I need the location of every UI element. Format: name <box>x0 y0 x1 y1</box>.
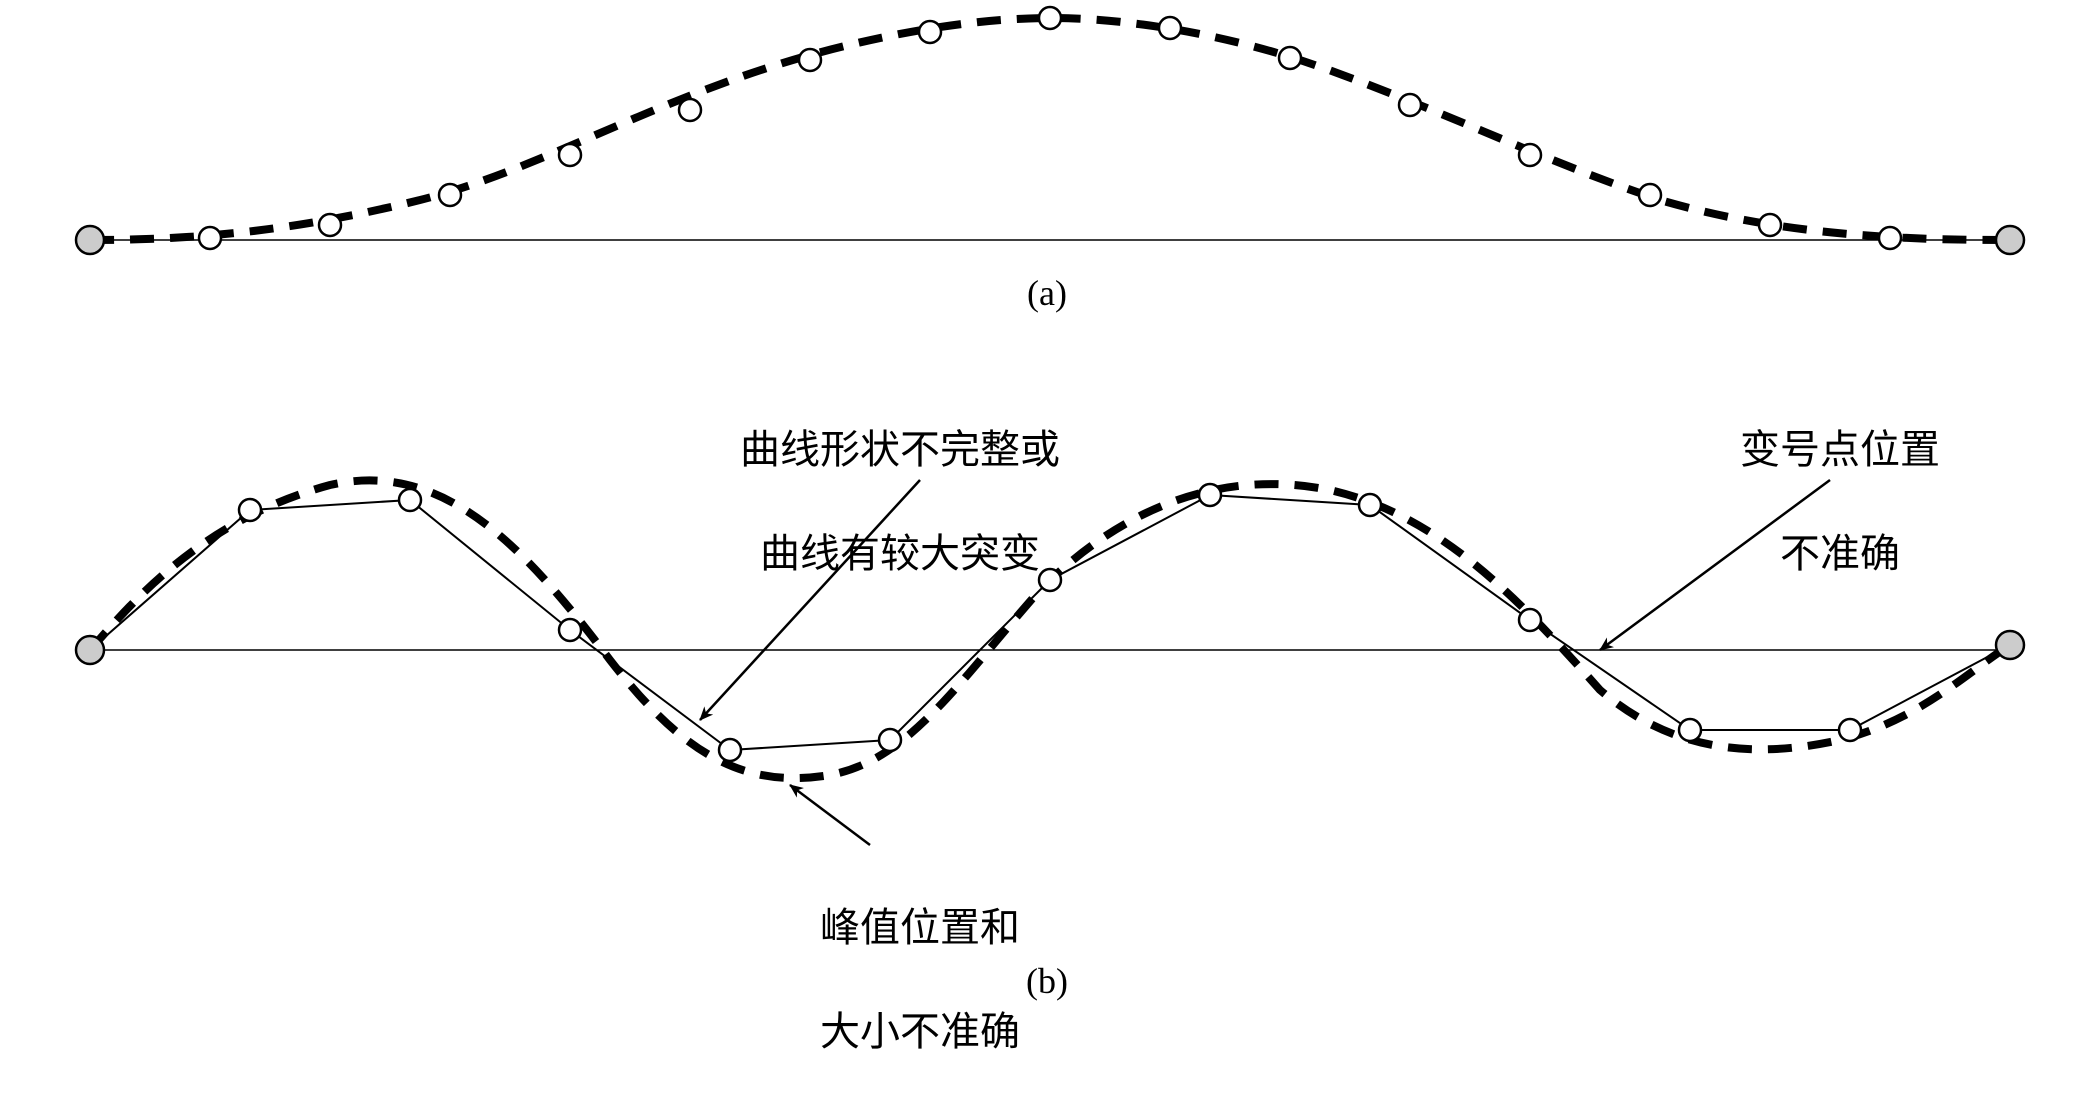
annot-line: 曲线有较大突变 <box>760 531 1040 576</box>
sample-marker <box>719 739 741 761</box>
endpoint-marker <box>1996 631 2024 659</box>
sample-marker <box>1519 144 1541 166</box>
panel-a: (a) <box>0 0 2094 320</box>
annot-sign-change: 变号点位置 不准确 <box>1700 372 1940 632</box>
sample-marker <box>559 619 581 641</box>
sample-marker <box>1399 94 1421 116</box>
sample-marker <box>1279 47 1301 69</box>
annot-line: 大小不准确 <box>820 1009 1020 1054</box>
sample-marker <box>399 489 421 511</box>
dashed-curve-a <box>90 18 2010 240</box>
annot-shape-incomplete: 曲线形状不完整或 曲线有较大突变 <box>700 372 1060 632</box>
sample-marker <box>1639 184 1661 206</box>
sample-marker <box>1359 494 1381 516</box>
sample-marker <box>1519 609 1541 631</box>
sample-marker <box>199 227 221 249</box>
sample-marker <box>799 49 821 71</box>
annot-line: 曲线形状不完整或 <box>740 427 1060 472</box>
sample-marker <box>1759 214 1781 236</box>
annot-line: 峰值位置和 <box>820 905 1020 950</box>
sample-marker <box>1199 484 1221 506</box>
sample-marker <box>1839 719 1861 741</box>
sample-marker <box>1679 719 1701 741</box>
sample-marker <box>239 499 261 521</box>
panel-a-svg <box>0 0 2094 260</box>
sample-marker <box>319 214 341 236</box>
sample-marker <box>919 21 941 43</box>
sample-marker <box>439 184 461 206</box>
sample-marker <box>879 729 901 751</box>
endpoint-marker <box>1996 226 2024 254</box>
panel-b-label: (b) <box>0 958 2094 1005</box>
sample-marker <box>1039 7 1061 29</box>
annot-line: 变号点位置 <box>1740 427 1940 472</box>
sample-marker <box>559 144 581 166</box>
panel-b: 曲线形状不完整或 曲线有较大突变 变号点位置 不准确 峰值位置和 大小不准确 (… <box>0 350 2094 1008</box>
panel-a-label: (a) <box>0 270 2094 317</box>
sample-marker <box>679 99 701 121</box>
sample-marker <box>1879 227 1901 249</box>
arrow-peak-inaccurate <box>790 785 870 845</box>
sample-marker <box>1159 17 1181 39</box>
endpoint-marker <box>76 226 104 254</box>
annot-line: 不准确 <box>1780 531 1900 576</box>
sample-markers-a <box>76 7 2024 254</box>
endpoint-marker <box>76 636 104 664</box>
